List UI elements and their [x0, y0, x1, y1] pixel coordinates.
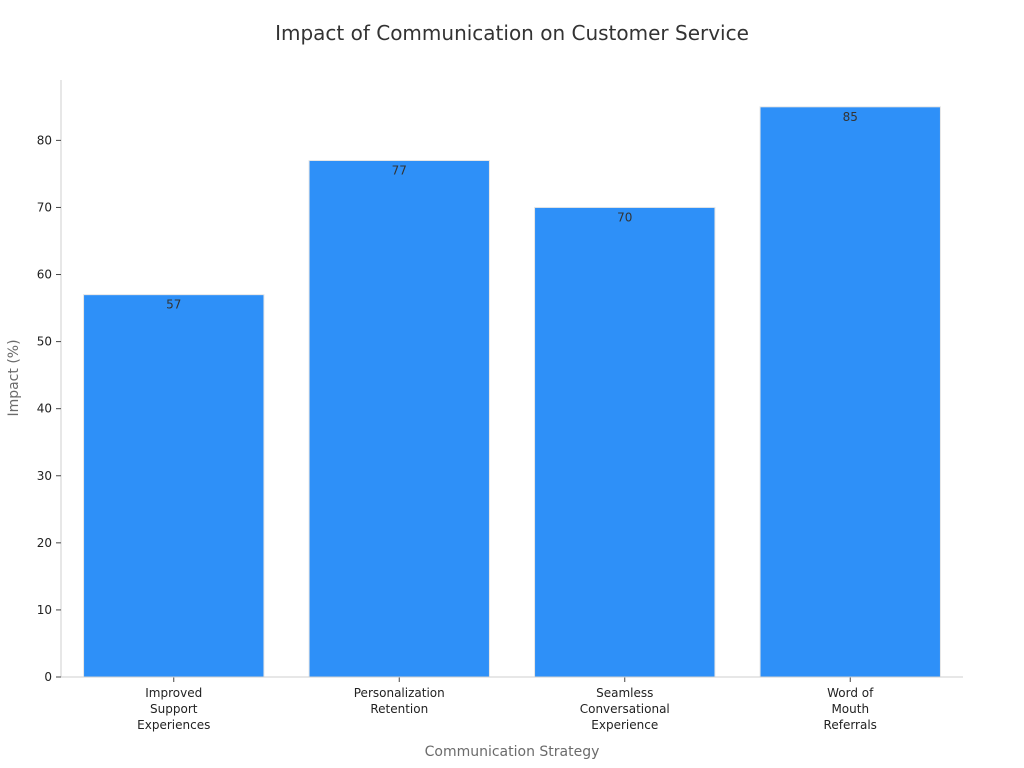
x-axis-label: Communication Strategy — [425, 744, 600, 760]
bar-3 — [759, 106, 941, 678]
y-tick-label-2: 20 — [37, 536, 52, 550]
x-tick-label-3: Word of Mouth Referrals — [824, 686, 877, 732]
y-tick-label-1: 10 — [37, 603, 52, 617]
y-axis-label: Impact (%) — [6, 339, 22, 416]
x-tick-label-line: Referrals — [824, 718, 877, 732]
x-tick-label-2: Seamless Conversational Experience — [580, 686, 670, 732]
x-tick-label-line: Improved — [145, 686, 202, 700]
bar-1 — [308, 159, 490, 678]
x-tick-label-line: Word of — [827, 686, 874, 700]
y-tick-label-0: 0 — [44, 670, 52, 684]
x-tick-label-line: Support — [150, 702, 198, 716]
x-tick-label-1: Personalization Retention — [354, 686, 445, 716]
bar-2 — [534, 206, 716, 678]
x-tick-label-line: Retention — [370, 702, 428, 716]
y-tick-label-8: 80 — [37, 133, 52, 147]
x-tick-label-line: Experiences — [137, 718, 210, 732]
x-tick-label-0: Improved Support Experiences — [137, 686, 210, 732]
y-tick-label-5: 50 — [37, 335, 52, 349]
x-tick-label-line: Conversational — [580, 702, 670, 716]
bars-layer: 57 77 70 85 — [83, 106, 941, 678]
y-tick-label-4: 40 — [37, 402, 52, 416]
x-tick-label-line: Seamless — [596, 686, 653, 700]
chart-title: Impact of Communication on Customer Serv… — [275, 21, 749, 45]
y-tick-label-7: 70 — [37, 200, 52, 214]
y-tick-label-3: 30 — [37, 469, 52, 483]
axes-layer: Improved Support Experiences Personalizatio… — [37, 80, 963, 732]
data-label-0: 57 — [166, 298, 181, 312]
data-label-2: 70 — [617, 210, 632, 224]
data-label-1: 77 — [392, 163, 407, 177]
x-tick-label-line: Experience — [591, 718, 658, 732]
bar-0 — [83, 294, 265, 678]
data-label-3: 85 — [843, 110, 858, 124]
x-tick-label-line: Personalization — [354, 686, 445, 700]
x-tick-label-line: Mouth — [831, 702, 869, 716]
y-tick-label-6: 60 — [37, 268, 52, 282]
